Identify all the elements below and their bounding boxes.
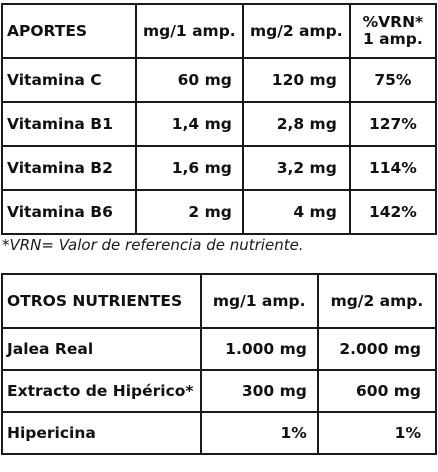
amount-1-amp: 1,6 mg	[134, 145, 244, 191]
nutrient-name: Vitamina B2	[1, 145, 137, 191]
nutrient-name: Vitamina B1	[1, 101, 137, 147]
amount-2-amp: 2.000 mg	[316, 327, 438, 371]
otros-nutrientes-table: OTROS NUTRIENTES mg/1 amp. mg/2 amp. Jal…	[1, 273, 438, 455]
header-vrn-line1: %VRN*	[362, 13, 424, 31]
header-mg-2-amp: mg/2 amp.	[316, 273, 438, 329]
table-row: Vitamina B1 1,4 mg 2,8 mg 127%	[1, 101, 438, 147]
nutrient-name: Jalea Real	[1, 327, 202, 371]
nutrient-name: Extracto de Hipérico*	[1, 369, 202, 413]
vrn-footnote: *VRN= Valor de referencia de nutriente.	[2, 236, 304, 254]
amount-1-amp: 2 mg	[134, 189, 244, 235]
vrn-percent: 114%	[348, 145, 438, 191]
header-mg-2-amp: mg/2 amp.	[241, 3, 351, 59]
amount-2-amp: 2,8 mg	[241, 101, 351, 147]
header-vrn-line2: 1 amp.	[363, 30, 423, 48]
amount-1-amp: 1%	[199, 411, 319, 455]
amount-2-amp: 1%	[316, 411, 438, 455]
vrn-percent: 142%	[348, 189, 438, 235]
header-mg-1-amp: mg/1 amp.	[134, 3, 244, 59]
table-header-row: OTROS NUTRIENTES mg/1 amp. mg/2 amp.	[1, 273, 438, 329]
header-aportes: APORTES	[1, 3, 137, 59]
amount-2-amp: 120 mg	[241, 57, 351, 103]
amount-1-amp: 1,4 mg	[134, 101, 244, 147]
amount-2-amp: 4 mg	[241, 189, 351, 235]
header-mg-1-amp: mg/1 amp.	[199, 273, 319, 329]
nutrient-name: Vitamina C	[1, 57, 137, 103]
table-row: Vitamina C 60 mg 120 mg 75%	[1, 57, 438, 103]
amount-1-amp: 60 mg	[134, 57, 244, 103]
table-row: Vitamina B2 1,6 mg 3,2 mg 114%	[1, 145, 438, 191]
nutrient-name: Hipericina	[1, 411, 202, 455]
amount-1-amp: 300 mg	[199, 369, 319, 413]
table-row: Jalea Real 1.000 mg 2.000 mg	[1, 327, 438, 371]
header-otros-nutrientes: OTROS NUTRIENTES	[1, 273, 202, 329]
vrn-percent: 127%	[348, 101, 438, 147]
table-row: Extracto de Hipérico* 300 mg 600 mg	[1, 369, 438, 413]
amount-1-amp: 1.000 mg	[199, 327, 319, 371]
table-row: Hipericina 1% 1%	[1, 411, 438, 455]
table-header-row: APORTES mg/1 amp. mg/2 amp. %VRN* 1 amp.	[1, 3, 438, 59]
amount-2-amp: 3,2 mg	[241, 145, 351, 191]
vrn-percent: 75%	[348, 57, 438, 103]
aportes-table: APORTES mg/1 amp. mg/2 amp. %VRN* 1 amp. …	[1, 3, 438, 235]
table-row: Vitamina B6 2 mg 4 mg 142%	[1, 189, 438, 235]
header-vrn: %VRN* 1 amp.	[348, 3, 438, 59]
nutrient-name: Vitamina B6	[1, 189, 137, 235]
amount-2-amp: 600 mg	[316, 369, 438, 413]
